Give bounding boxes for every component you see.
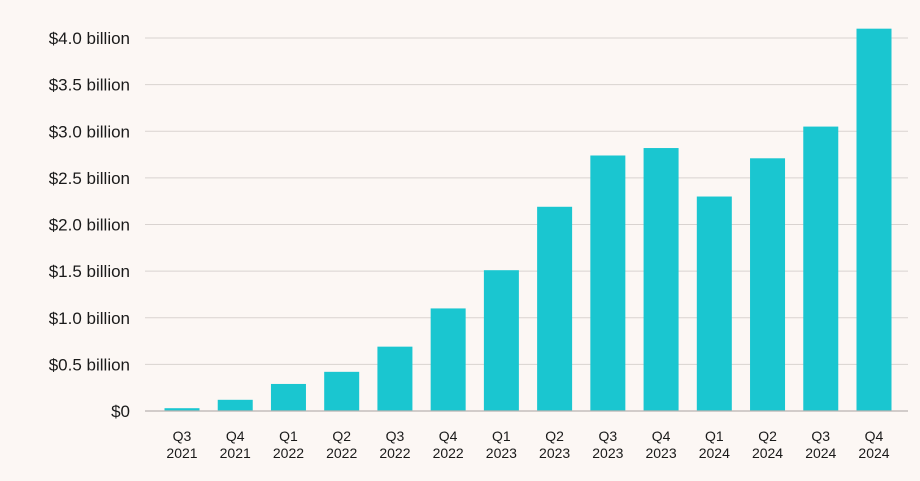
x-tick-label: 2021 — [166, 445, 197, 461]
y-tick-label: $0 — [111, 402, 130, 421]
bar — [750, 158, 786, 411]
y-tick-label: $1.0 billion — [49, 309, 130, 328]
bar — [377, 346, 413, 411]
x-tick-label: Q4 — [439, 428, 458, 444]
x-tick-label: 2022 — [326, 445, 357, 461]
x-tick-label: 2024 — [699, 445, 730, 461]
grid-lines — [145, 37, 908, 365]
bar — [324, 371, 360, 411]
x-tick-label: 2023 — [539, 445, 570, 461]
y-tick-label: $0.5 billion — [49, 355, 130, 374]
x-axis-tick-labels: Q32021Q42021Q12022Q22022Q32022Q42022Q120… — [166, 428, 889, 461]
x-tick-label: 2022 — [379, 445, 410, 461]
x-tick-label: Q3 — [811, 428, 830, 444]
x-tick-label: 2022 — [433, 445, 464, 461]
bar — [164, 408, 200, 411]
bar — [856, 28, 892, 412]
bar — [696, 196, 732, 411]
x-tick-label: Q4 — [865, 428, 884, 444]
x-tick-label: 2023 — [486, 445, 517, 461]
bars — [164, 28, 892, 412]
bar — [537, 206, 573, 411]
bar — [643, 148, 679, 411]
x-tick-label: Q2 — [332, 428, 351, 444]
x-tick-label: 2024 — [752, 445, 783, 461]
bar — [217, 399, 253, 411]
bar — [430, 308, 466, 411]
x-tick-label: Q4 — [226, 428, 245, 444]
y-tick-label: $2.0 billion — [49, 216, 130, 235]
y-tick-label: $4.0 billion — [49, 29, 130, 48]
y-tick-label: $3.5 billion — [49, 76, 130, 95]
y-tick-label: $2.5 billion — [49, 169, 130, 188]
x-tick-label: Q4 — [652, 428, 671, 444]
x-tick-label: Q2 — [545, 428, 564, 444]
x-tick-label: Q3 — [173, 428, 192, 444]
x-tick-label: Q1 — [279, 428, 298, 444]
y-axis-tick-labels: $0 $0.5 billion $1.0 billion $1.5 billion $2… — [49, 29, 130, 421]
x-tick-label: Q1 — [705, 428, 724, 444]
x-tick-label: Q2 — [758, 428, 777, 444]
bar — [483, 270, 519, 411]
x-tick-label: Q3 — [599, 428, 618, 444]
x-tick-label: 2024 — [858, 445, 889, 461]
x-tick-label: 2022 — [273, 445, 304, 461]
x-tick-label: 2023 — [645, 445, 676, 461]
x-tick-label: 2023 — [592, 445, 623, 461]
x-tick-label: Q3 — [386, 428, 405, 444]
bar — [270, 383, 306, 411]
x-tick-label: 2024 — [805, 445, 836, 461]
bar — [590, 155, 626, 411]
y-tick-label: $3.0 billion — [49, 122, 130, 141]
bar — [803, 126, 839, 412]
y-tick-label: $1.5 billion — [49, 262, 130, 281]
x-tick-label: 2021 — [220, 445, 251, 461]
x-tick-label: Q1 — [492, 428, 511, 444]
